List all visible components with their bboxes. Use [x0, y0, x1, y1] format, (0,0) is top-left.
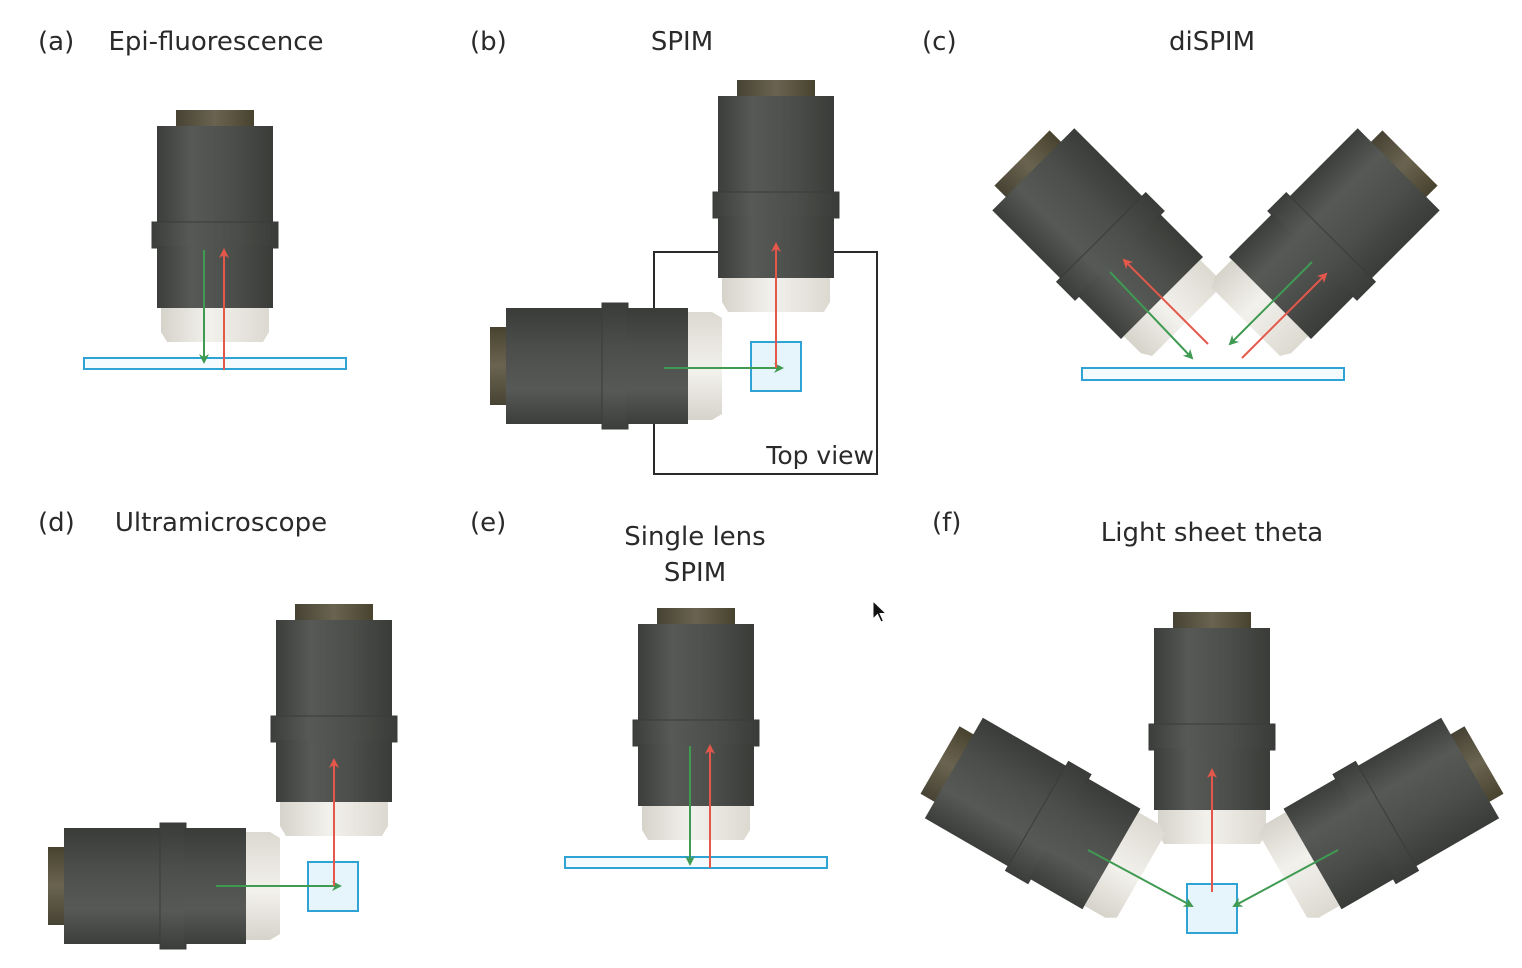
illumination-arrow-c-left: [1109, 271, 1194, 360]
panel-a-letter: (a): [38, 27, 74, 57]
panel-f-letter: (f): [932, 508, 961, 538]
objective-lens-a: [151, 109, 279, 343]
panel-b-letter: (b): [470, 27, 507, 57]
panel-d-letter: (d): [38, 508, 75, 538]
left-illumination-objective-f: [908, 704, 1173, 932]
objective-lens-e: [632, 607, 760, 841]
panel-b-title: SPIM: [651, 27, 713, 57]
right-objective-c: [1200, 112, 1456, 368]
illumination-objective-b: [489, 302, 723, 430]
top-view-label: Top view: [765, 441, 874, 470]
panel-a: (a) Epi-fluorescence: [38, 27, 347, 370]
panel-d-title: Ultramicroscope: [115, 508, 327, 538]
panel-b: (b) SPIM Top view: [470, 27, 878, 475]
panel-f: (f) Light sheet theta: [908, 508, 1516, 934]
illumination-arrow-f-left: [1087, 849, 1194, 907]
panel-e-title-line1: Single lens: [624, 522, 765, 552]
mouse-pointer-icon: [872, 600, 888, 623]
panel-f-title: Light sheet theta: [1101, 518, 1323, 548]
panel-e-letter: (e): [470, 508, 506, 538]
sample-f: [1186, 883, 1238, 934]
panel-e: (e) Single lens SPIM: [470, 508, 828, 869]
panel-e-title-line2: SPIM: [664, 558, 726, 588]
panel-a-title: Epi-fluorescence: [108, 27, 323, 57]
panel-d: (d) Ultramicroscope: [38, 508, 398, 950]
panel-c: (c) diSPIM: [922, 27, 1456, 381]
coverslip-a: [83, 357, 347, 370]
detection-arrow-c-right: [1241, 272, 1328, 359]
illumination-arrow-c-right: [1228, 261, 1313, 346]
right-illumination-objective-f: [1251, 704, 1516, 932]
coverslip-c: [1081, 367, 1345, 381]
detection-arrow-c-left: [1122, 258, 1209, 345]
coverslip-e: [564, 856, 828, 869]
panel-c-letter: (c): [922, 27, 957, 57]
illumination-arrow-f-right: [1232, 849, 1339, 907]
panel-c-title: diSPIM: [1169, 27, 1255, 57]
